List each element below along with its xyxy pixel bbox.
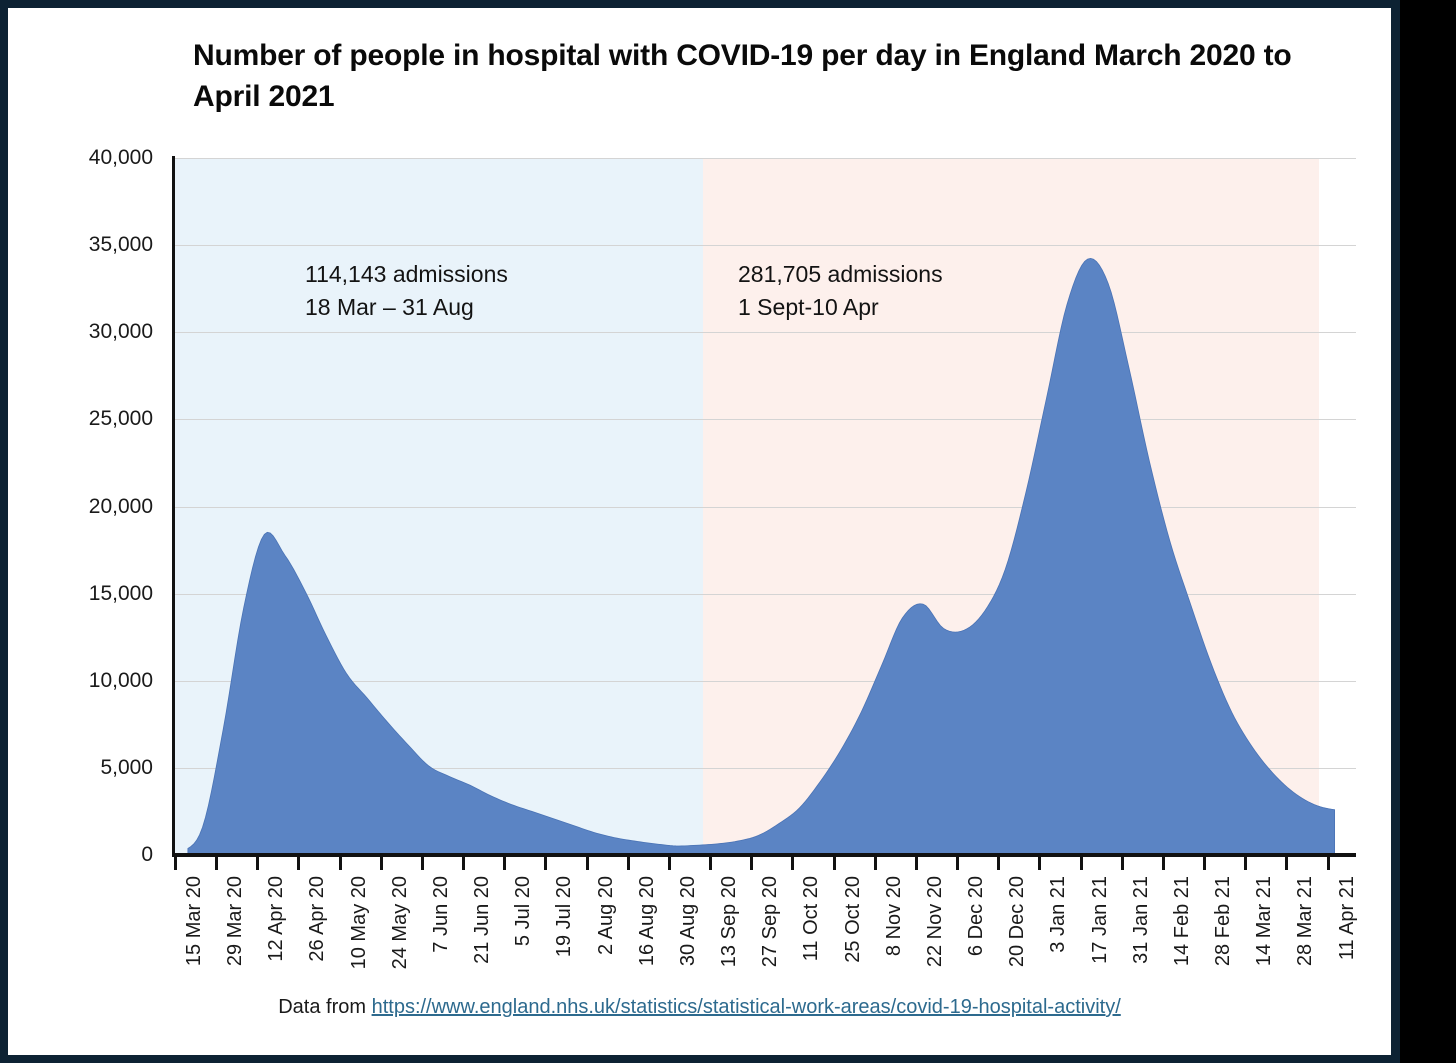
- x-axis-tick-mark: [503, 857, 507, 870]
- area-series: [187, 257, 1335, 855]
- gridline: [174, 767, 1356, 769]
- plot-area: 0 5,000 10,000 15,000 20,000 25,000 30,000 35,0…: [89, 146, 1358, 969]
- x-axis-tick-mark: [1244, 857, 1248, 870]
- x-axis-tick-label: 14 Feb 21: [1170, 876, 1193, 967]
- x-axis-tick-label: 15 Mar 20: [183, 876, 205, 967]
- x-axis-tick-mark: [873, 857, 877, 870]
- x-axis-tick-label: 28 Mar 21: [1294, 876, 1317, 967]
- x-axis-tick-label: 20 Dec 20: [1006, 876, 1029, 968]
- y-axis-tick-label: 10,000: [88, 668, 153, 692]
- x-axis-tick-mark: [709, 857, 713, 870]
- x-axis-tick-label: 5 Jul 20: [512, 876, 535, 947]
- x-axis-tick-label: 19 Jul 20: [553, 876, 576, 958]
- x-axis-tick-label: 21 Jun 20: [471, 876, 494, 964]
- y-axis-tick-label: 25,000: [88, 407, 153, 431]
- x-axis-tick-mark: [1326, 857, 1330, 870]
- y-axis-tick-label: 35,000: [88, 233, 153, 257]
- page-title: Number of people in hospital with COVID-…: [193, 39, 1292, 113]
- x-axis-tick-label: 26 Apr 20: [306, 876, 329, 962]
- chart-frame: Number of people in hospital with COVID-…: [0, 0, 1400, 1063]
- x-axis-tick-label: 27 Sep 20: [759, 876, 782, 968]
- x-axis-tick-mark: [1120, 857, 1124, 870]
- x-axis-line: [172, 853, 1356, 857]
- gridline: [174, 332, 1356, 334]
- x-axis-tick-mark: [626, 857, 630, 870]
- x-axis-tick-mark: [1038, 857, 1042, 870]
- annotation-wave1: 114,143 admissions 18 Mar – 31 Aug: [305, 261, 508, 321]
- x-axis-tick-label: 17 Jan 21: [1088, 876, 1111, 964]
- x-axis-tick-mark: [215, 857, 219, 870]
- x-axis-tick-mark: [174, 857, 177, 870]
- gridline: [174, 593, 1356, 595]
- x-axis-tick-label: 11 Apr 21: [1335, 876, 1358, 961]
- x-axis-tick-mark: [585, 857, 589, 870]
- y-axis-tick-label: 15,000: [88, 581, 153, 605]
- annotation-wave2: 281,705 admissions 1 Sept-10 Apr: [738, 261, 943, 321]
- x-axis-tick-mark: [791, 857, 795, 870]
- x-axis-tick-label: 22 Nov 20: [923, 876, 946, 968]
- x-axis-tick-label: 25 Oct 20: [841, 876, 864, 963]
- x-axis-tick-label: 24 May 20: [388, 876, 411, 970]
- x-axis-tick-label: 29 Mar 20: [224, 876, 247, 967]
- gridline: [174, 158, 1356, 159]
- chart-canvas: Number of people in hospital with COVID-…: [8, 8, 1391, 1055]
- x-axis-tick-label: 13 Sep 20: [718, 876, 741, 968]
- gridline: [174, 419, 1356, 421]
- x-axis-tick-label: 8 Nov 20: [882, 876, 905, 957]
- x-axis-tick-mark: [420, 857, 424, 870]
- data-source-link[interactable]: https://www.england.nhs.uk/statistics/st…: [371, 996, 1121, 1018]
- x-axis-tick-label: 2 Aug 20: [594, 876, 617, 955]
- x-axis-tick-mark: [956, 857, 960, 870]
- x-axis-tick-label: 28 Feb 21: [1212, 876, 1235, 967]
- x-axis-tick-label: 6 Dec 20: [965, 876, 988, 957]
- x-axis-tick-mark: [832, 857, 836, 870]
- x-axis-tick-mark: [1161, 857, 1165, 870]
- x-axis-tick-label: 31 Jan 21: [1129, 876, 1152, 964]
- y-axis-tick-label: 30,000: [88, 320, 153, 344]
- x-axis-tick-mark: [338, 857, 342, 870]
- x-axis-tick-mark: [462, 857, 466, 870]
- x-axis-tick-label: 3 Jan 21: [1047, 876, 1070, 953]
- y-axis-tick-label: 5,000: [100, 755, 153, 779]
- x-axis-tick-mark: [297, 857, 301, 870]
- x-axis-tick-label: 7 Jun 20: [429, 876, 452, 953]
- x-axis-tick-mark: [1285, 857, 1289, 870]
- y-axis-tick-label: 0: [141, 843, 153, 866]
- x-axis-tick-mark: [914, 857, 918, 870]
- x-axis-tick-label: 16 Aug 20: [635, 876, 658, 967]
- y-axis-line: [172, 156, 175, 855]
- x-axis-tick-label: 11 Oct 20: [800, 876, 823, 962]
- gridline: [174, 680, 1356, 682]
- x-axis-tick-label: 12 Apr 20: [265, 876, 288, 962]
- x-axis-tick-mark: [256, 857, 260, 870]
- x-axis-tick-mark: [544, 857, 548, 870]
- y-axis-tick-label: 40,000: [88, 146, 153, 169]
- y-axis-tick-label: 20,000: [88, 494, 153, 518]
- gridline: [174, 506, 1356, 508]
- x-axis-tick-mark: [1079, 857, 1083, 870]
- x-axis-tick-label: 10 May 20: [347, 876, 370, 970]
- x-axis-tick-label: 30 Aug 20: [676, 876, 699, 967]
- x-axis-tick-mark: [750, 857, 754, 870]
- x-axis-tick-mark: [379, 857, 383, 870]
- x-axis-tick-mark: [667, 857, 671, 870]
- x-axis-tick-mark: [997, 857, 1001, 870]
- x-axis-tick-label: 14 Mar 21: [1253, 876, 1276, 967]
- data-source-prefix: Data from: [278, 996, 372, 1018]
- x-axis-tick-mark: [1203, 857, 1207, 870]
- gridline: [174, 245, 1356, 247]
- data-source-caption: Data from https://www.england.nhs.uk/sta…: [8, 996, 1391, 1019]
